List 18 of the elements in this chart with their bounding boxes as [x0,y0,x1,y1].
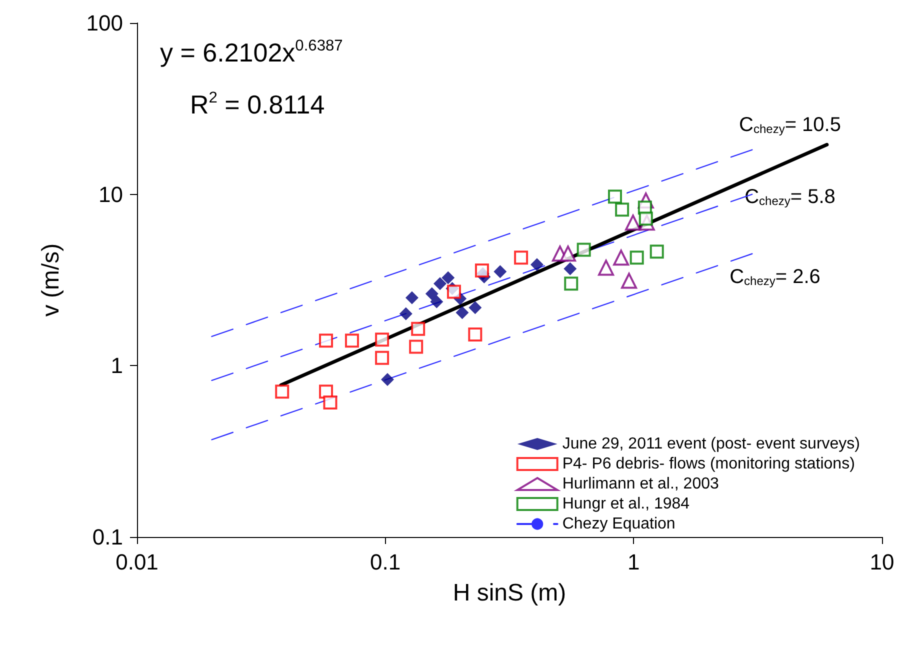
y-axis-title: v (m/s) [38,243,64,317]
legend-label: Hurlimann et al., 2003 [562,476,719,492]
annotation: Cchezy= 5.8 [744,186,836,208]
annotation: Cchezy= 2.6 [730,266,820,288]
legend-label: P4- P6 debris- flows (monitoring stations) [562,456,855,472]
x-axis-title: H sinS (m) [452,580,566,606]
x-tick-label: 10 [870,550,894,574]
x-tick-label: 0.1 [370,550,401,574]
annotation: Cchezy= 10.5 [739,114,841,136]
x-tick-label: 1 [628,550,640,574]
y-tick-label: 100 [86,10,123,36]
legend-label: Chezy Equation [562,516,676,532]
x-tick-label: 0.01 [116,550,158,574]
legend-label: June 29, 2011 event (post- event surveys) [562,436,860,452]
y-tick-label: 0.1 [92,524,123,550]
legend-label: Hungr et al., 1984 [562,496,690,512]
y-tick-label: 10 [98,182,123,207]
y-tick-label: 1 [110,353,123,378]
